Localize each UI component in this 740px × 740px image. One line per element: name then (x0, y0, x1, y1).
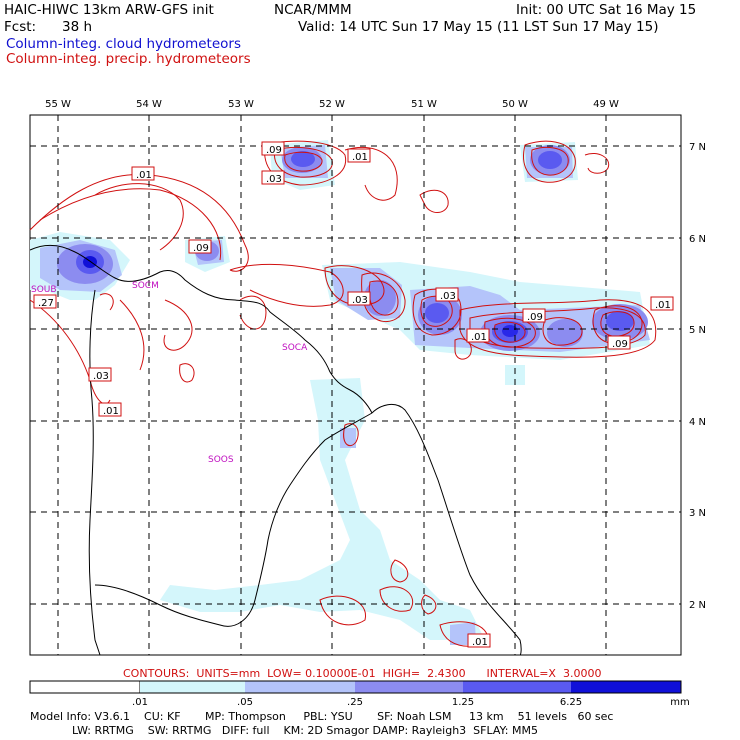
lat-label: 6 N (689, 234, 706, 245)
station-label: SOCM (132, 281, 159, 291)
station-labels: SOUB SOCM SOCA SOOS (31, 281, 308, 465)
colorbar (29, 680, 682, 694)
lat-labels: 7 N 6 N 5 N 4 N 3 N 2 N (689, 142, 706, 611)
model-info-line2: LW: RRTMG SW: RRTMG DIFF: full KM: 2D Sm… (30, 724, 538, 737)
forecast-label: Fcst: (4, 19, 37, 35)
lat-lon-grid (30, 115, 681, 655)
forecast-value: 38 h (62, 19, 93, 35)
model-info-line1: Model Info: V3.6.1 CU: KF MP: Thompson P… (30, 710, 614, 723)
lat-label: 4 N (689, 417, 706, 428)
colorbar-ticks: .01 .05 .25 1.25 6.25 mm (132, 697, 690, 708)
init-time: Init: 00 UTC Sat 16 May 15 (516, 2, 697, 18)
contours-info: CONTOURS: UNITS=mm LOW= 0.10000E-01 HIGH… (123, 667, 602, 680)
field-precip-label: Column-integ. precip. hydrometeors (6, 51, 251, 67)
colorbar-tick: 1.25 (452, 697, 474, 708)
lon-label: 49 W (593, 99, 619, 110)
lon-label: 55 W (45, 99, 71, 110)
svg-text:.03: .03 (93, 371, 109, 382)
svg-text:.27: .27 (38, 298, 54, 309)
station-label: SOCA (282, 343, 308, 353)
svg-text:.09: .09 (193, 243, 209, 254)
contour-label: .09 (188, 239, 212, 254)
colorbar-tick: .05 (237, 697, 253, 708)
svg-text:.01: .01 (352, 152, 368, 163)
contour-label: .01 (98, 402, 122, 417)
lat-label: 3 N (689, 508, 706, 519)
contour-label: .01 (466, 328, 490, 343)
svg-text:.09: .09 (527, 312, 543, 323)
svg-text:.01: .01 (472, 637, 488, 648)
lon-labels: 55 W 54 W 53 W 52 W 51 W 50 W 49 W (45, 99, 619, 110)
station-label: SOUB (31, 285, 57, 295)
colorbar-tick: 6.25 (560, 697, 582, 708)
contour-label: .09 (261, 141, 285, 156)
contour-label: .01 (650, 296, 674, 311)
field-cloud-label: Column-integ. cloud hydrometeors (6, 36, 242, 52)
contour-label: .09 (607, 335, 631, 350)
contour-value-labels: .01 .09 .03 .01 .09 .27 .03 .01 .03 .03 … (33, 141, 674, 648)
lon-label: 52 W (319, 99, 345, 110)
svg-text:.01: .01 (136, 170, 152, 181)
valid-time: Valid: 14 UTC Sun 17 May 15 (11 LST Sun … (298, 19, 659, 35)
colorbar-tick: .25 (347, 697, 363, 708)
contour-label: .03 (435, 287, 459, 302)
lon-label: 53 W (228, 99, 254, 110)
svg-text:.01: .01 (655, 300, 671, 311)
svg-text:.01: .01 (471, 332, 487, 343)
contour-label: .03 (88, 367, 112, 382)
lat-label: 2 N (689, 600, 706, 611)
model-title: HAIC-HIWC 13km ARW-GFS init (4, 2, 214, 18)
lon-label: 50 W (502, 99, 528, 110)
coastline (29, 244, 522, 656)
org-label: NCAR/MMM (274, 2, 352, 18)
contour-label: .01 (347, 148, 371, 163)
precip-contours (29, 140, 657, 647)
lat-label: 5 N (689, 325, 706, 336)
station-label: SOOS (208, 455, 234, 465)
lon-label: 51 W (411, 99, 437, 110)
svg-text:.03: .03 (440, 291, 456, 302)
contour-label: .03 (261, 170, 285, 185)
svg-text:.09: .09 (266, 145, 282, 156)
svg-text:.03: .03 (266, 174, 282, 185)
svg-text:.01: .01 (103, 406, 119, 417)
lat-label: 7 N (689, 142, 706, 153)
contour-label: .01 (467, 633, 491, 648)
contour-label: .03 (347, 291, 371, 306)
colorbar-tick: .01 (132, 697, 148, 708)
lon-label: 54 W (136, 99, 162, 110)
svg-text:.03: .03 (352, 295, 368, 306)
contour-label: .27 (33, 294, 57, 309)
contour-label: .01 (131, 166, 155, 181)
svg-text:.09: .09 (612, 339, 628, 350)
colorbar-units: mm (670, 697, 689, 708)
contour-label: .09 (522, 308, 546, 323)
